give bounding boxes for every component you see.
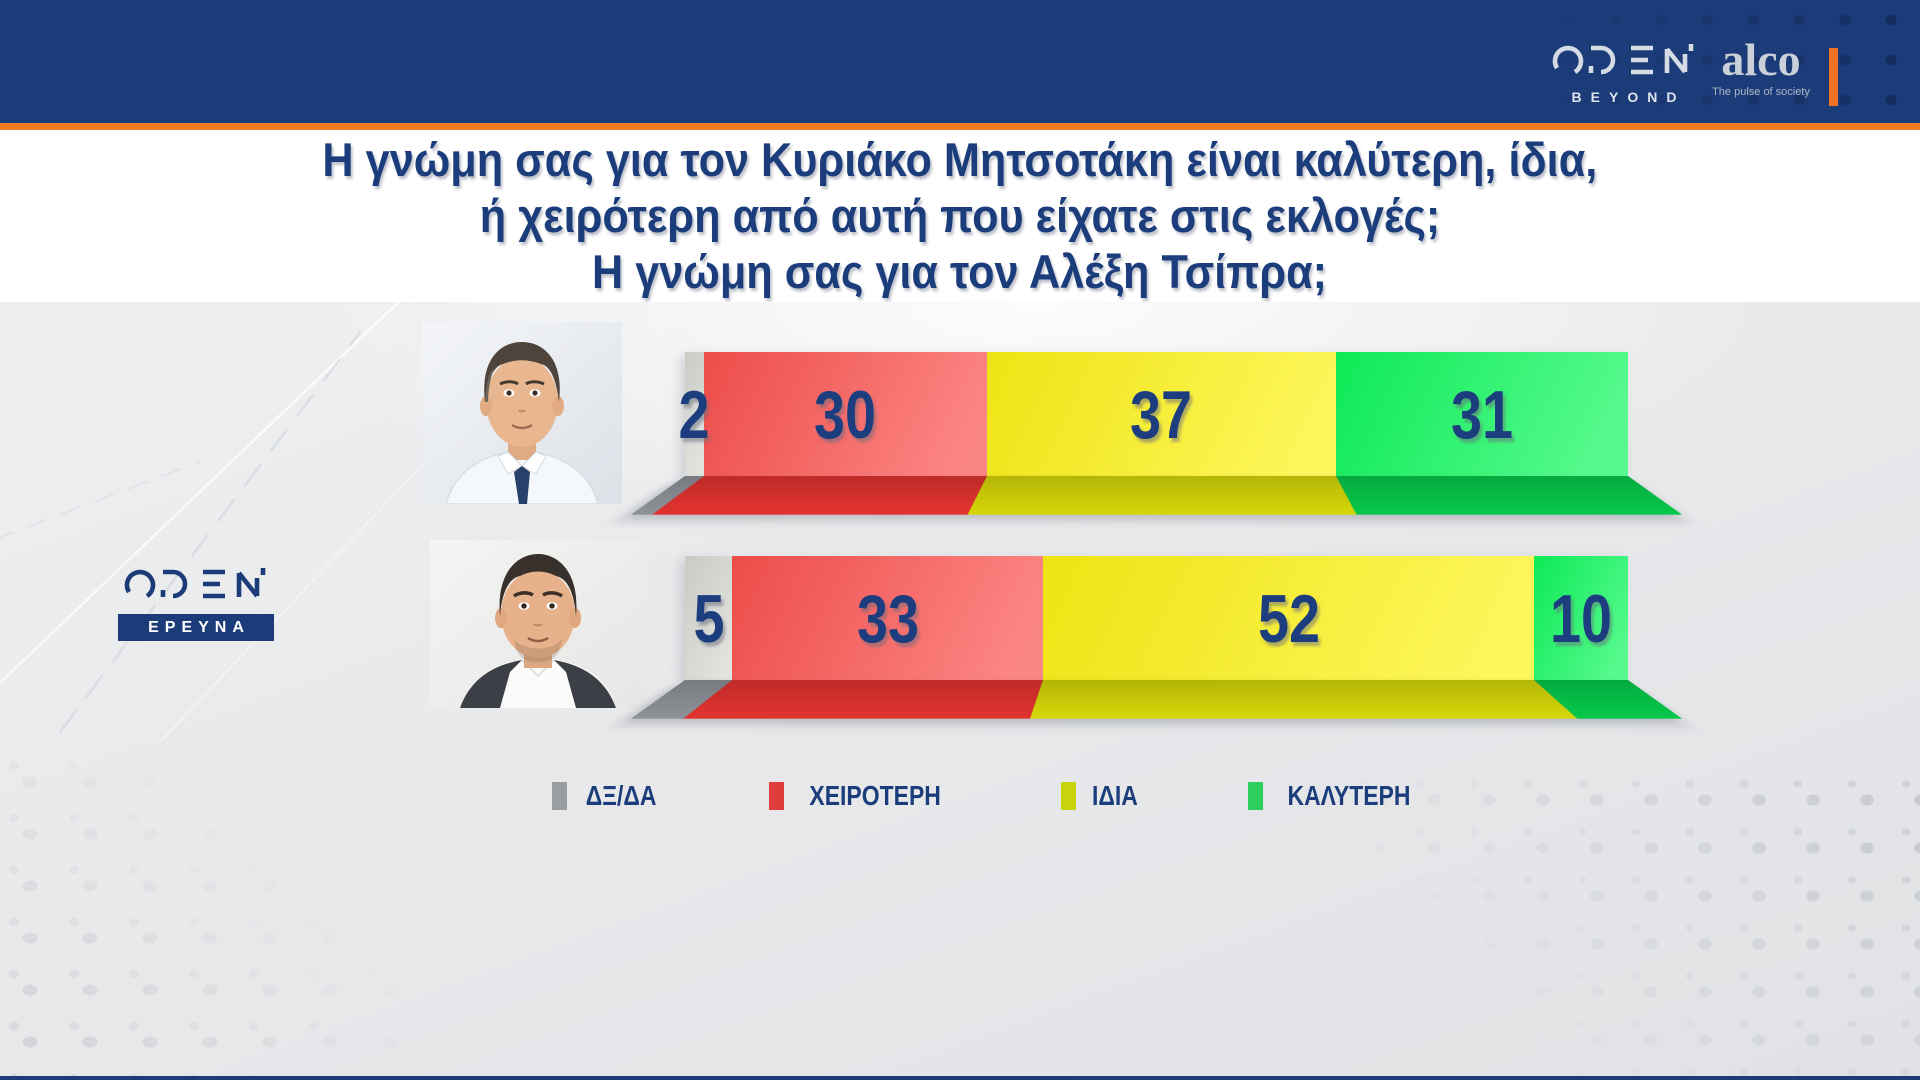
value-label: 37 <box>1130 376 1193 453</box>
value-label: 2 <box>678 376 710 453</box>
bar-3d-base <box>630 680 1683 719</box>
bar-segment-dxda: 5 <box>685 556 733 681</box>
bar-segment-idia: 52 <box>1043 556 1535 681</box>
alco-accent-bar <box>1829 48 1838 106</box>
chart-area: ΕΡΕΥΝΑ <box>0 302 1920 1076</box>
title-line-1: Η γνώμη σας για τον Κυριάκο Μητσοτάκη εί… <box>322 133 1598 186</box>
value-label: 33 <box>856 580 919 657</box>
bar-face: 5 33 52 10 <box>685 556 1629 681</box>
legend-swatch-yellow <box>1060 782 1076 810</box>
header-bar: BEYOND alco The pulse of society <box>0 0 1920 123</box>
value-label: 31 <box>1450 376 1513 453</box>
bar-mitsotakis: 2 30 37 31 <box>630 352 1683 538</box>
bar-segment-xeiroteri: 33 <box>732 556 1044 681</box>
bar-tsipras: 5 33 52 10 <box>630 556 1683 742</box>
bar-3d-base <box>630 476 1683 515</box>
legend-item-kalyteri: ΚΑΛΥΤΕΡΗ <box>1248 780 1424 812</box>
alco-logo-brand: alco <box>1721 34 1801 85</box>
legend-item-xeiroteri: ΧΕΙΡΟΤΕΡΗ <box>769 780 955 812</box>
open-logo-tagline: BEYOND <box>1571 89 1686 105</box>
open-logo-icon <box>1552 44 1694 75</box>
bar-segment-kalyteri: 10 <box>1533 556 1629 681</box>
open-logo-icon <box>124 568 266 599</box>
question-title: Η γνώμη σας για τον Κυριάκο Μητσοτάκη εί… <box>0 130 1920 302</box>
legend-swatch-gray <box>552 782 567 810</box>
tsipras-photo <box>430 540 646 708</box>
legend-item-dxda: ΔΞ/ΔΑ <box>552 780 664 812</box>
header-dot-pattern <box>1500 0 1920 123</box>
mitsotakis-photo <box>422 322 622 504</box>
title-line-3: Η γνώμη σας για τον Αλέξη Τσίπρα; <box>592 245 1328 298</box>
bar-segment-xeiroteri: 30 <box>703 352 987 477</box>
bar-segment-idia: 37 <box>986 352 1336 477</box>
legend-swatch-red <box>769 782 785 810</box>
value-label: 52 <box>1257 580 1320 657</box>
alco-logo: alco The pulse of society <box>1706 34 1816 99</box>
bar-face: 2 30 37 31 <box>679 352 1629 477</box>
alco-logo-tagline: The pulse of society <box>1712 86 1810 98</box>
bar-segment-kalyteri: 31 <box>1335 352 1629 477</box>
title-line-2: ή χειρότερη από αυτή που είχατε στις εκλ… <box>479 189 1441 242</box>
open-beyond-logo: BEYOND <box>1549 42 1699 105</box>
bottom-left-dot-pattern <box>0 756 420 1076</box>
value-label: 5 <box>693 580 725 657</box>
header-accent-rule <box>0 123 1920 130</box>
bar-segment-dxda: 2 <box>679 352 710 477</box>
legend-item-idia: ΙΔΙΑ <box>1060 780 1143 812</box>
open-erevna-label: ΕΡΕΥΝΑ <box>118 614 274 641</box>
value-label: 30 <box>814 376 877 453</box>
legend-swatch-green <box>1248 782 1264 810</box>
open-erevna-logo: ΕΡΕΥΝΑ <box>118 566 274 641</box>
value-label: 10 <box>1549 580 1612 657</box>
chart-legend: ΔΞ/ΔΑ ΧΕΙΡΟΤΕΡΗ ΙΔΙΑ ΚΑΛΥΤΕΡΗ <box>552 780 1424 812</box>
bottom-right-dot-pattern <box>1300 776 1920 1076</box>
bottom-edge-strip <box>0 1076 1920 1080</box>
